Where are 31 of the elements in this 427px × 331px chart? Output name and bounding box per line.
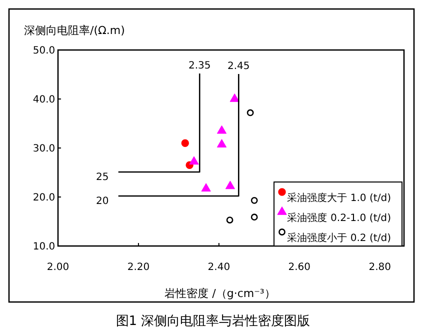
point xyxy=(230,93,240,102)
legend-label: 采油强度小于 0.2 (t/d) xyxy=(287,232,392,244)
text: 图1 深侧向电阻率与岩性密度图版 xyxy=(116,313,310,329)
y-tick-label: 50.0 xyxy=(32,46,56,56)
x-tick-label: 2.80 xyxy=(368,262,391,273)
point xyxy=(181,139,189,147)
x-axis-title: 岩性密度 /（g·cm⁻³） xyxy=(164,287,276,300)
point xyxy=(246,109,254,116)
legend-label: 采油强度 0.2-1.0 (t/d) xyxy=(287,212,392,224)
point xyxy=(250,214,258,221)
y-axis-title: 深侧向电阻率/(Ω.m) xyxy=(24,24,125,37)
x-tick-label: 2.00 xyxy=(46,262,70,273)
x-tick-label: 2.20 xyxy=(127,262,150,273)
annotation: 2.35 xyxy=(188,60,211,72)
point xyxy=(250,196,258,204)
point xyxy=(216,125,227,134)
annotation: 25 xyxy=(96,172,109,184)
point xyxy=(226,216,234,224)
x-tick-label: 2.40 xyxy=(208,262,230,273)
annotation: 20 xyxy=(96,196,109,208)
y-tick-label: 30.0 xyxy=(32,144,56,154)
legend-label: 采油强度大于 1.0 (t/d) xyxy=(287,192,392,204)
y-tick-label: 10.0 xyxy=(32,242,56,252)
point xyxy=(216,139,227,148)
point xyxy=(189,156,199,165)
point xyxy=(201,183,211,192)
x-tick-label: 2.60 xyxy=(288,262,311,273)
y-tick-label: 20.0 xyxy=(32,192,56,204)
point xyxy=(225,180,236,190)
y-tick-label: 40.0 xyxy=(32,94,56,106)
annotation: 2.45 xyxy=(228,61,250,72)
